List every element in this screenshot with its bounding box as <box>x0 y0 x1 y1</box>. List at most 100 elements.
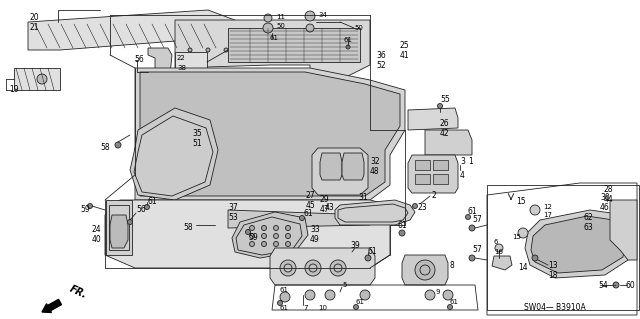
Circle shape <box>262 234 266 239</box>
Circle shape <box>425 290 435 300</box>
Circle shape <box>115 142 121 148</box>
Polygon shape <box>106 200 132 255</box>
Text: 29: 29 <box>320 196 330 204</box>
Text: 48: 48 <box>370 167 380 176</box>
Text: 49: 49 <box>310 235 320 244</box>
Text: 61: 61 <box>355 299 364 305</box>
Circle shape <box>613 282 619 288</box>
Circle shape <box>296 48 300 52</box>
Circle shape <box>285 241 291 247</box>
Text: 27: 27 <box>306 190 316 199</box>
Circle shape <box>300 216 305 220</box>
Circle shape <box>191 222 197 228</box>
Text: 39: 39 <box>350 241 360 249</box>
Text: 47: 47 <box>320 205 330 214</box>
Circle shape <box>242 48 246 52</box>
Circle shape <box>206 48 210 52</box>
Circle shape <box>37 74 47 84</box>
Bar <box>433 160 448 170</box>
Circle shape <box>330 260 346 276</box>
Circle shape <box>360 290 370 300</box>
Text: 1: 1 <box>468 158 473 167</box>
Text: 44: 44 <box>604 196 614 204</box>
Text: 57: 57 <box>472 246 482 255</box>
Text: 61: 61 <box>147 197 157 206</box>
Circle shape <box>280 292 290 302</box>
Text: 36: 36 <box>376 50 386 60</box>
Text: 38: 38 <box>177 65 186 71</box>
Text: 42: 42 <box>440 129 450 137</box>
Text: 61: 61 <box>270 35 279 41</box>
Circle shape <box>365 255 371 261</box>
Polygon shape <box>135 68 405 200</box>
Text: 24: 24 <box>92 226 102 234</box>
Circle shape <box>443 290 453 300</box>
Text: 14: 14 <box>518 263 527 272</box>
Circle shape <box>262 241 266 247</box>
Bar <box>433 174 448 184</box>
Circle shape <box>145 204 150 210</box>
Text: 22: 22 <box>177 55 186 61</box>
Text: 43: 43 <box>325 204 335 212</box>
Text: 26: 26 <box>440 118 450 128</box>
FancyArrow shape <box>42 299 61 313</box>
Circle shape <box>465 214 470 219</box>
Circle shape <box>305 290 315 300</box>
Polygon shape <box>531 216 627 273</box>
Circle shape <box>438 103 442 108</box>
Polygon shape <box>425 130 472 155</box>
Circle shape <box>278 48 282 52</box>
Bar <box>415 160 430 170</box>
Circle shape <box>305 11 315 21</box>
Circle shape <box>264 14 272 22</box>
Circle shape <box>280 260 296 276</box>
Circle shape <box>250 234 255 239</box>
Text: 56: 56 <box>134 56 144 64</box>
Circle shape <box>305 260 321 276</box>
Text: 37: 37 <box>228 204 237 212</box>
Text: 61: 61 <box>279 287 288 293</box>
Polygon shape <box>525 210 632 278</box>
Text: 33: 33 <box>310 226 320 234</box>
Polygon shape <box>342 153 364 180</box>
Circle shape <box>263 23 273 33</box>
Circle shape <box>273 241 278 247</box>
Polygon shape <box>28 10 240 50</box>
Polygon shape <box>610 200 637 260</box>
Text: 9: 9 <box>435 289 440 295</box>
Polygon shape <box>402 255 448 285</box>
Text: 13: 13 <box>548 261 557 270</box>
Text: 34: 34 <box>318 12 327 18</box>
Text: 56: 56 <box>136 205 146 214</box>
Text: 51: 51 <box>192 138 202 147</box>
Circle shape <box>88 204 93 209</box>
Text: 61: 61 <box>280 305 289 311</box>
Circle shape <box>250 226 255 231</box>
Polygon shape <box>105 200 390 268</box>
Text: 5: 5 <box>342 282 346 288</box>
Polygon shape <box>312 148 368 195</box>
Text: 63: 63 <box>583 224 593 233</box>
Text: 12: 12 <box>543 204 552 210</box>
Bar <box>14 68 60 90</box>
Polygon shape <box>140 72 400 196</box>
Text: 15: 15 <box>512 234 521 240</box>
Circle shape <box>262 226 266 231</box>
Text: 3: 3 <box>460 158 465 167</box>
Circle shape <box>278 300 282 306</box>
Text: 6: 6 <box>494 239 499 245</box>
Circle shape <box>325 290 335 300</box>
Polygon shape <box>110 215 128 248</box>
Text: 28: 28 <box>604 186 614 195</box>
Circle shape <box>447 305 452 309</box>
Circle shape <box>260 48 264 52</box>
Bar <box>487 185 639 310</box>
Circle shape <box>224 48 228 52</box>
Polygon shape <box>270 248 375 285</box>
Text: 19: 19 <box>9 85 19 94</box>
Polygon shape <box>228 28 360 62</box>
Text: 61: 61 <box>368 248 378 256</box>
Text: 59: 59 <box>248 234 258 242</box>
Text: 20: 20 <box>30 13 40 23</box>
Text: 7: 7 <box>303 305 307 311</box>
